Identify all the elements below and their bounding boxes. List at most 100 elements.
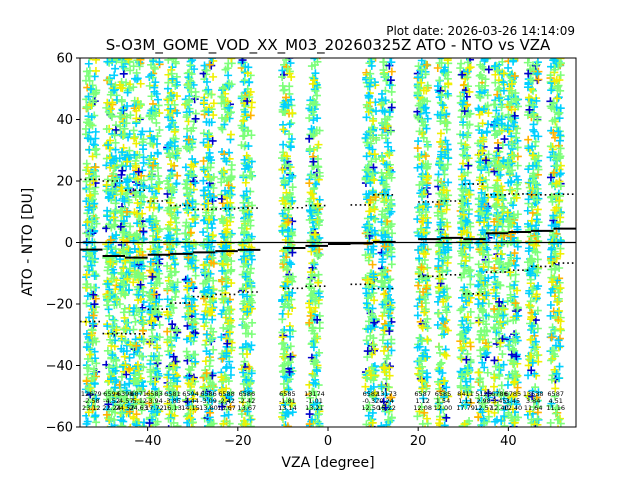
scatter-band-0 [81, 58, 101, 427]
scatter-point [165, 225, 174, 234]
scatter-point [91, 172, 100, 181]
scatter-band-3 [129, 58, 148, 427]
scatter-point [278, 81, 287, 90]
scatter-point [139, 400, 148, 409]
scatter-point [111, 138, 120, 147]
scatter-point [123, 101, 132, 110]
scatter-point [155, 269, 164, 278]
scatter-point [85, 184, 94, 193]
scatter-point [103, 279, 112, 288]
scatter-point [116, 206, 125, 215]
scatter-point [126, 66, 135, 75]
scatter-band-5 [163, 58, 182, 427]
scatter-point [209, 72, 218, 81]
scatter-band-16 [456, 58, 475, 437]
scatter-point [146, 245, 155, 254]
scatter-point [314, 163, 323, 172]
scatter-point [423, 142, 432, 151]
scatter-point [111, 199, 120, 208]
scatter-point [286, 142, 295, 151]
scatter-point [117, 183, 126, 192]
scatter-point [457, 354, 466, 363]
scatter-point [122, 370, 131, 379]
scatter-point [111, 366, 120, 375]
scatter-point [151, 306, 160, 315]
scatter-point [136, 58, 145, 64]
scatter-point [111, 64, 120, 73]
scatter-point [134, 268, 143, 277]
scatter-point [132, 106, 141, 115]
scatter-point [248, 318, 257, 327]
scatter-point [124, 286, 133, 295]
chart-title: S-O3M_GOME_VOD_XX_M03_20260325Z ATO - NT… [106, 36, 551, 55]
scatter-band-17 [474, 58, 493, 427]
scatter-point [92, 359, 101, 368]
scatter-point [82, 377, 91, 386]
scatter-point [227, 425, 229, 427]
scatter-point [126, 423, 135, 427]
scatter-point [120, 380, 129, 389]
scatter-point [152, 297, 161, 306]
scatter-point [279, 339, 288, 348]
scatter-point [91, 354, 100, 363]
scatter-point [154, 172, 163, 181]
scatter-point [136, 280, 145, 289]
scatter-point [82, 329, 91, 338]
scatter-point [145, 389, 154, 398]
scatter-point [129, 126, 138, 135]
scatter-point [92, 58, 101, 64]
scatter-point [112, 174, 121, 183]
scatter-point [112, 294, 121, 303]
scatter-point [457, 304, 466, 313]
scatter-point [307, 428, 315, 436]
scatter-point [84, 364, 93, 373]
scatter-point [443, 426, 445, 427]
scatter-point [499, 203, 508, 212]
scatter-point [457, 139, 466, 148]
scatter-point [136, 215, 145, 224]
scatter-point [190, 428, 198, 436]
scatter-point [309, 258, 318, 267]
scatter-point [82, 280, 91, 289]
scatter-point [435, 76, 444, 85]
scatter-point [84, 92, 93, 101]
scatter-point [109, 213, 118, 222]
scatter-point [103, 98, 112, 107]
scatter-point [135, 369, 144, 378]
scatter-point [153, 417, 162, 426]
scatter-point [107, 112, 116, 121]
scatter-point [88, 152, 97, 161]
scatter-point [82, 270, 91, 279]
scatter-point [119, 217, 128, 226]
scatter-point [89, 311, 98, 320]
scatter-point [136, 130, 145, 139]
scatter-point [152, 89, 161, 98]
scatter-point [119, 325, 128, 334]
scatter-point [125, 230, 134, 239]
scatter-point [117, 268, 126, 277]
scatter-point [82, 102, 91, 111]
scatter-point [102, 410, 111, 419]
scatter-point [466, 429, 474, 437]
scatter-point [442, 266, 451, 275]
scatter-point [107, 187, 116, 196]
scatter-point [122, 386, 131, 395]
scatter-point [120, 352, 129, 361]
scatter-point [155, 225, 164, 234]
scatter-point [90, 199, 99, 208]
scatter-point [490, 356, 499, 365]
scatter-point [103, 58, 112, 66]
scatter-point [103, 175, 112, 184]
scatter-point [136, 79, 145, 88]
scatter-point [124, 364, 133, 373]
scatter-point [131, 132, 140, 141]
scatter-point [83, 218, 92, 227]
scatter-point [437, 358, 446, 367]
scatter-point [147, 71, 156, 80]
scatter-point [91, 163, 100, 172]
scatter-point [83, 354, 92, 363]
scatter-point [138, 422, 147, 427]
scatter-point [139, 272, 148, 281]
scatter-point [208, 231, 217, 240]
scatter-point [133, 360, 142, 369]
